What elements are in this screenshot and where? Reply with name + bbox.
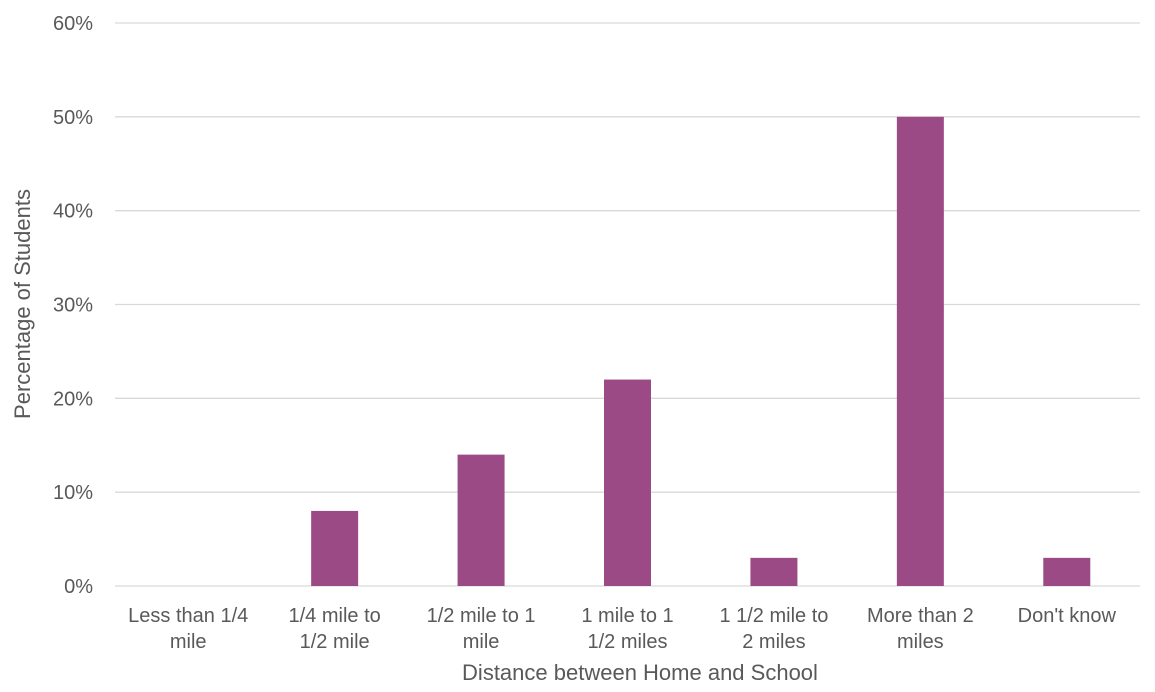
bar [311,510,359,586]
y-axis-title: Percentage of Students [10,189,35,419]
x-tick-label: More than 2 miles [867,605,974,653]
x-axis-title: Distance between Home and School [462,660,818,685]
y-tick-label: 40% [53,201,93,223]
bars [311,116,1091,586]
x-tick-label: 1 1/2 mile to 2 miles [719,605,828,653]
bar [750,557,798,586]
x-tick-label: 1 mile to 1 1/2 miles [581,605,673,653]
x-tick-label: 1/4 mile to 1/2 mile [289,605,381,653]
bar [457,454,505,586]
y-tick-label: 60% [53,13,93,35]
bar [1043,557,1091,586]
y-tick-label: 10% [53,482,93,504]
y-axis-ticks: 0% 10% 20% 30% 40% 50% 60% [53,13,93,598]
bar [896,116,944,586]
x-tick-label: Less than 1/4 mile [128,605,248,653]
y-tick-label: 0% [64,576,93,598]
y-tick-label: 50% [53,107,93,129]
bar [604,379,651,586]
y-tick-label: 30% [53,295,93,317]
x-tick-label: Don't know [1018,605,1117,627]
x-axis-categories: Less than 1/4 mile 1/4 mile to 1/2 mile 1/2 … [128,605,1116,653]
y-tick-label: 20% [53,388,93,410]
x-tick-label: 1/2 mile to 1 mile [427,605,536,653]
